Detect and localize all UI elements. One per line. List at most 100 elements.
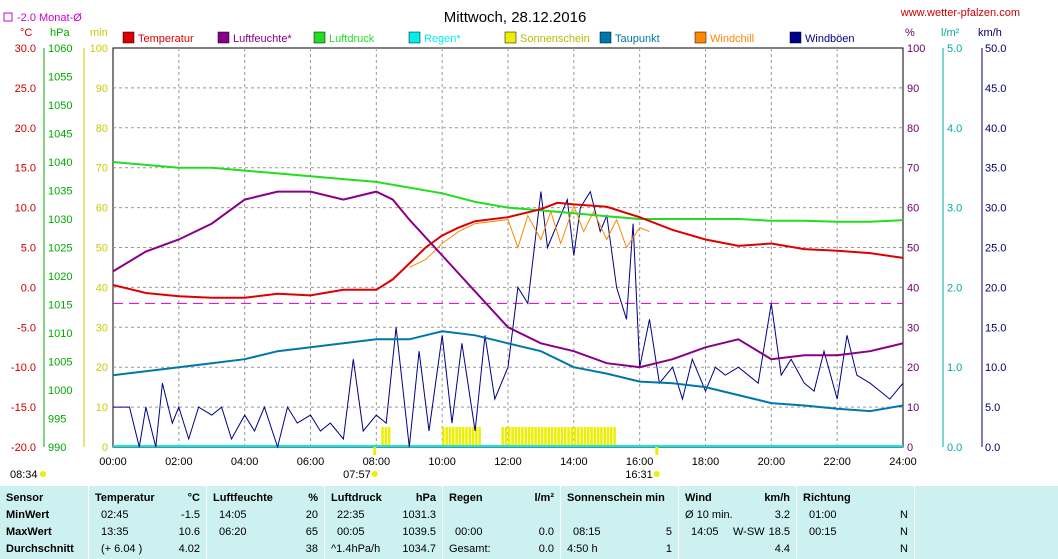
tick-label-humidity: 90 bbox=[907, 83, 919, 95]
hum-max-value: 65 bbox=[305, 526, 318, 538]
sun-time-label: 07:57 bbox=[343, 469, 371, 481]
tick-label-temperature: -15.0 bbox=[11, 402, 36, 414]
sunshine-bar bbox=[387, 427, 391, 447]
sunshine-bar bbox=[593, 427, 597, 447]
sunshine-bar bbox=[600, 427, 603, 447]
legend-swatch bbox=[694, 31, 707, 44]
statistics-table: Sensor MinWert MaxWert Durchschnitt Temp… bbox=[0, 486, 1058, 559]
sunshine-bar bbox=[461, 427, 465, 447]
tick-label-humidity: 80 bbox=[907, 123, 919, 135]
sunshine-bar bbox=[521, 427, 524, 447]
legend-label: Windchill bbox=[710, 33, 754, 45]
sunshine-bar bbox=[508, 427, 511, 447]
tick-label-sunshine: 40 bbox=[96, 282, 108, 294]
tick-label-humidity: 100 bbox=[907, 43, 925, 55]
sunshine-bar bbox=[596, 427, 600, 447]
legend-swatch bbox=[313, 31, 326, 44]
monthly-avg-label: -2.0 Monat-Ø bbox=[17, 12, 82, 24]
legend-swatch bbox=[789, 31, 802, 44]
tick-label-temperature: 15.0 bbox=[15, 163, 36, 175]
tick-label-humidity: 30 bbox=[907, 322, 919, 334]
sunshine-bar bbox=[550, 427, 554, 447]
sun-max-time: 08:15 bbox=[573, 526, 601, 538]
temp-avg-value: 4.02 bbox=[178, 543, 200, 555]
tick-label-temperature: 25.0 bbox=[15, 83, 36, 95]
tick-label-pressure: 990 bbox=[48, 442, 66, 454]
press-max-time: 00:05 bbox=[337, 526, 365, 538]
tick-label-temperature: 10.0 bbox=[15, 203, 36, 215]
tick-label-pressure: 1010 bbox=[48, 328, 72, 340]
dir-max-value: N bbox=[900, 526, 908, 538]
wind-avg-label: Ø 10 min. bbox=[685, 509, 733, 521]
website-label: www.wetter-pfalzen.com bbox=[900, 7, 1020, 19]
stats-row-avg: Durchschnitt bbox=[6, 543, 74, 555]
tick-label-wind: 0.0 bbox=[985, 442, 1000, 454]
weather-chart: Mittwoch, 28.12.2016 www.wetter-pfalzen.c… bbox=[3, 7, 1020, 481]
tick-label-time: 00:00 bbox=[99, 456, 127, 468]
tick-label-pressure: 1035 bbox=[48, 186, 72, 198]
sunrise-label: 08:34 bbox=[10, 469, 38, 481]
tick-label-humidity: 50 bbox=[907, 243, 919, 255]
tick-label-time: 08:00 bbox=[363, 456, 391, 468]
legend-label: Sonnenschein bbox=[520, 33, 590, 45]
sunshine-bar bbox=[465, 427, 468, 447]
sunshine-bar bbox=[563, 427, 567, 447]
axis-unit-pressure: hPa bbox=[50, 27, 70, 39]
tick-label-sunshine: 80 bbox=[96, 123, 108, 135]
tick-label-wind: 15.0 bbox=[985, 322, 1006, 334]
sunshine-bar bbox=[448, 427, 452, 447]
stats-header-pressure: Luftdruck bbox=[331, 492, 382, 504]
rain-max-time: 00:00 bbox=[455, 526, 483, 538]
tick-label-rain: 3.0 bbox=[947, 203, 962, 215]
tick-label-sunshine: 10 bbox=[96, 402, 108, 414]
stats-header-direction: Richtung bbox=[803, 492, 851, 504]
tick-label-pressure: 1005 bbox=[48, 357, 72, 369]
tick-label-humidity: 60 bbox=[907, 203, 919, 215]
tick-label-pressure: 1025 bbox=[48, 243, 72, 255]
tick-label-pressure: 995 bbox=[48, 414, 66, 426]
sunshine-bar bbox=[534, 427, 537, 447]
tick-label-humidity: 20 bbox=[907, 362, 919, 374]
tick-label-sunshine: 70 bbox=[96, 163, 108, 175]
sunshine-bar bbox=[537, 427, 541, 447]
sunshine-bar bbox=[478, 427, 481, 447]
tick-label-time: 16:00 bbox=[626, 456, 654, 468]
dir-min-time: 01:00 bbox=[809, 509, 837, 521]
tick-label-sunshine: 20 bbox=[96, 362, 108, 374]
stats-col-direction: Richtung 01:00 00:15 N N N bbox=[797, 486, 915, 559]
stats-col-pressure: Luftdruck hPa 22:35 00:05 ^1.4hPa/h 1031… bbox=[325, 486, 443, 559]
tick-label-time: 20:00 bbox=[758, 456, 786, 468]
hum-max-time: 06:20 bbox=[219, 526, 247, 538]
axis-unit-temperature: °C bbox=[20, 27, 32, 39]
tick-label-time: 10:00 bbox=[428, 456, 456, 468]
tick-label-temperature: 20.0 bbox=[15, 123, 36, 135]
tick-label-temperature: 30.0 bbox=[15, 43, 36, 55]
tick-label-pressure: 1060 bbox=[48, 43, 72, 55]
tick-label-temperature: -5.0 bbox=[17, 322, 36, 334]
stats-unit-pressure: hPa bbox=[415, 492, 436, 504]
stats-unit-humidity: % bbox=[308, 492, 318, 504]
tick-label-wind: 20.0 bbox=[985, 282, 1006, 294]
temp-max-value: 10.6 bbox=[178, 526, 200, 538]
legend-swatch bbox=[217, 31, 230, 44]
stats-header-rain: Regen bbox=[449, 492, 483, 504]
series-line-temperature bbox=[112, 201, 904, 299]
wind-max-value: 18.5 bbox=[768, 526, 790, 538]
sunshine-bar bbox=[531, 427, 534, 447]
monthly-avg-icon bbox=[3, 12, 13, 22]
sun-time-label: 16:31 bbox=[625, 469, 653, 481]
tick-label-wind: 30.0 bbox=[985, 203, 1006, 215]
sunshine-bar bbox=[517, 427, 521, 447]
sunshine-bar bbox=[504, 427, 508, 447]
legend-label: Temperatur bbox=[138, 33, 194, 45]
tick-label-pressure: 1045 bbox=[48, 129, 72, 141]
sunrise-icon bbox=[40, 471, 46, 477]
hum-min-value: 20 bbox=[305, 509, 318, 521]
tick-label-pressure: 1030 bbox=[48, 214, 72, 226]
tick-label-time: 24:00 bbox=[889, 456, 917, 468]
tick-label-time: 12:00 bbox=[494, 456, 522, 468]
axis-unit-wind: km/h bbox=[978, 27, 1002, 39]
tick-label-temperature: 0.0 bbox=[21, 282, 36, 294]
hum-min-time: 14:05 bbox=[219, 509, 247, 521]
tick-label-humidity: 40 bbox=[907, 282, 919, 294]
